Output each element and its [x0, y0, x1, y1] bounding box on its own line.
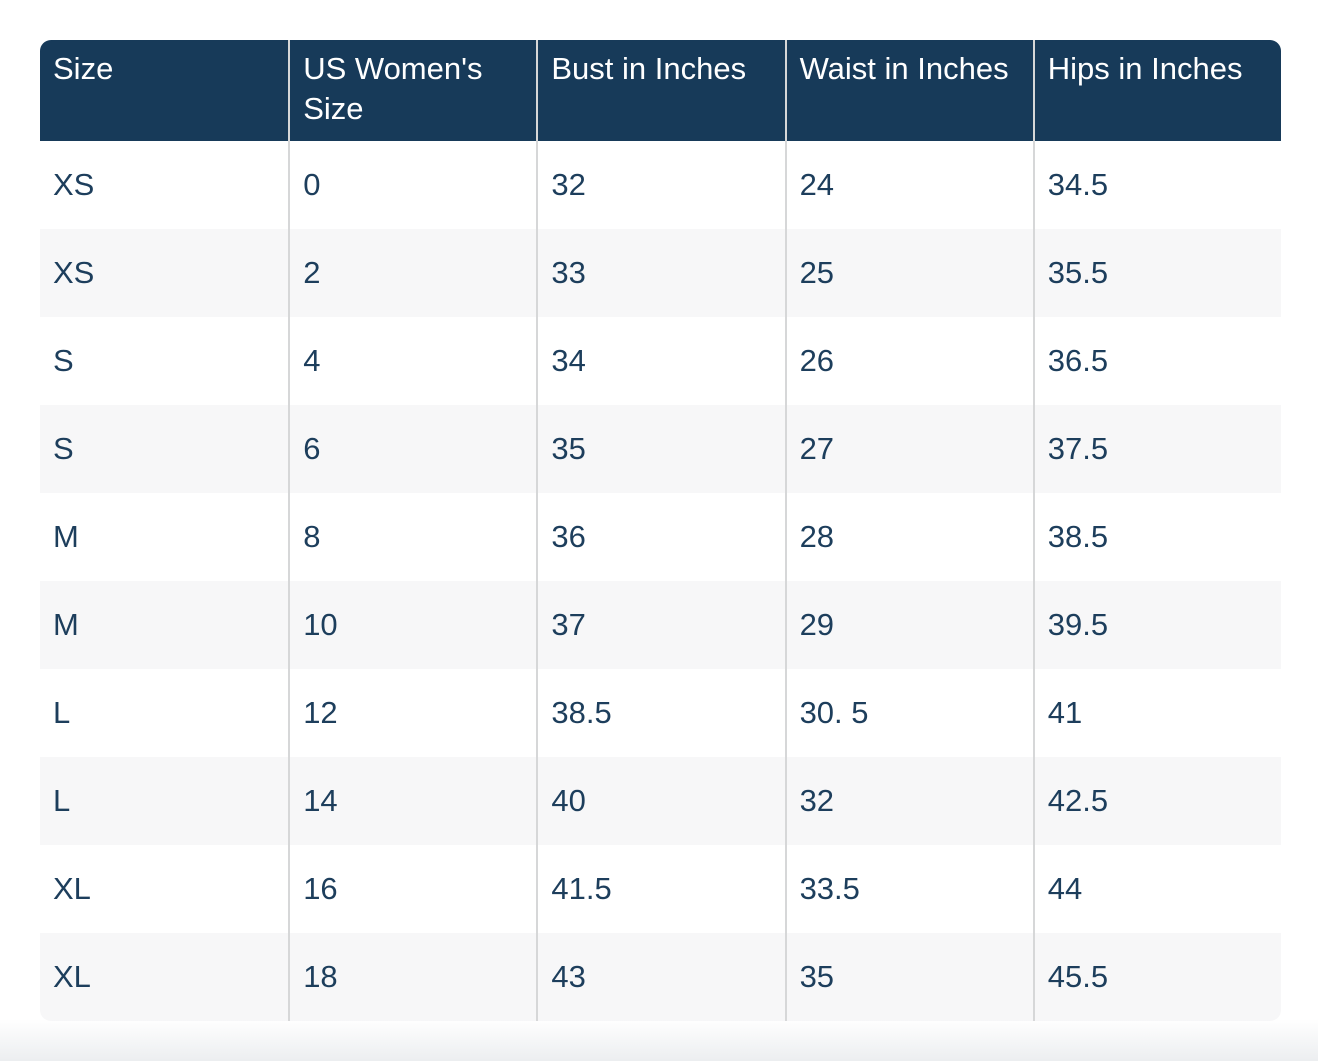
- table-cell: 24: [784, 141, 1033, 229]
- table-cell: 37: [536, 581, 785, 669]
- column-header-us-womens-size: US Women's Size: [288, 40, 537, 141]
- table-cell: 28: [784, 493, 1033, 581]
- table-cell: XL: [40, 933, 289, 1021]
- table-cell: XS: [40, 229, 289, 317]
- table-cell: 30. 5: [784, 669, 1033, 757]
- table-cell: 41.5: [536, 845, 785, 933]
- table-row: S 6 35 27 37.5: [40, 405, 1281, 493]
- table-row: XL 16 41.5 33.5 44: [40, 845, 1281, 933]
- table-cell: S: [40, 317, 289, 405]
- table-cell: 36: [536, 493, 785, 581]
- table-cell: 36.5: [1032, 317, 1281, 405]
- table-row: M 10 37 29 39.5: [40, 581, 1281, 669]
- table-cell: 38.5: [1032, 493, 1281, 581]
- table-header: Size US Women's Size Bust in Inches Wais…: [40, 40, 1281, 141]
- column-header-hips-inches: Hips in Inches: [1032, 40, 1281, 141]
- table-row: XS 2 33 25 35.5: [40, 229, 1281, 317]
- table-cell: 34.5: [1032, 141, 1281, 229]
- table-cell: 35.5: [1032, 229, 1281, 317]
- table-cell: 0: [288, 141, 537, 229]
- table-cell: 8: [288, 493, 537, 581]
- table-row: S 4 34 26 36.5: [40, 317, 1281, 405]
- table-cell: 4: [288, 317, 537, 405]
- table-cell: 2: [288, 229, 537, 317]
- table-cell: 43: [536, 933, 785, 1021]
- table-cell: L: [40, 669, 289, 757]
- column-header-size: Size: [40, 40, 289, 141]
- table-cell: L: [40, 757, 289, 845]
- table-row: L 14 40 32 42.5: [40, 757, 1281, 845]
- column-header-waist-inches: Waist in Inches: [784, 40, 1033, 141]
- table-cell: 35: [784, 933, 1033, 1021]
- table-cell: 33: [536, 229, 785, 317]
- table-cell: 29: [784, 581, 1033, 669]
- table-cell: 40: [536, 757, 785, 845]
- table-cell: 16: [288, 845, 537, 933]
- size-chart-table: Size US Women's Size Bust in Inches Wais…: [40, 40, 1281, 1021]
- table-cell: 32: [784, 757, 1033, 845]
- table-cell: 44: [1032, 845, 1281, 933]
- table-cell: 42.5: [1032, 757, 1281, 845]
- table-cell: 32: [536, 141, 785, 229]
- table-cell: 45.5: [1032, 933, 1281, 1021]
- table-cell: S: [40, 405, 289, 493]
- table-cell: 12: [288, 669, 537, 757]
- table-row: M 8 36 28 38.5: [40, 493, 1281, 581]
- table-cell: 37.5: [1032, 405, 1281, 493]
- table-row: XS 0 32 24 34.5: [40, 141, 1281, 229]
- table-cell: 26: [784, 317, 1033, 405]
- table-cell: M: [40, 493, 289, 581]
- size-chart: Size US Women's Size Bust in Inches Wais…: [40, 40, 1281, 1021]
- table-cell: 38.5: [536, 669, 785, 757]
- table-row: L 12 38.5 30. 5 41: [40, 669, 1281, 757]
- table-cell: 33.5: [784, 845, 1033, 933]
- table-cell: 34: [536, 317, 785, 405]
- table-cell: 10: [288, 581, 537, 669]
- table-row: XL 18 43 35 45.5: [40, 933, 1281, 1021]
- bottom-gradient: [0, 1019, 1318, 1061]
- table-body: XS 0 32 24 34.5 XS 2 33 25 35.5 S 4 34 26 36.5 S 6 35 27 37…: [40, 141, 1281, 1021]
- header-row: Size US Women's Size Bust in Inches Wais…: [40, 40, 1281, 141]
- table-cell: 27: [784, 405, 1033, 493]
- table-cell: 35: [536, 405, 785, 493]
- table-cell: XL: [40, 845, 289, 933]
- table-cell: 41: [1032, 669, 1281, 757]
- table-cell: XS: [40, 141, 289, 229]
- table-cell: 6: [288, 405, 537, 493]
- table-cell: 18: [288, 933, 537, 1021]
- table-cell: 25: [784, 229, 1033, 317]
- table-cell: 14: [288, 757, 537, 845]
- column-header-bust-inches: Bust in Inches: [536, 40, 785, 141]
- table-cell: M: [40, 581, 289, 669]
- table-cell: 39.5: [1032, 581, 1281, 669]
